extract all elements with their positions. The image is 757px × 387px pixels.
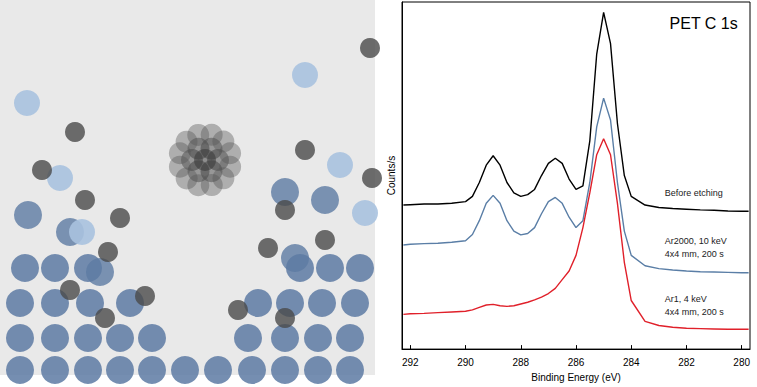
svg-text:4x4 mm, 200 s: 4x4 mm, 200 s bbox=[665, 249, 725, 259]
svg-text:Binding Energy (eV): Binding Energy (eV) bbox=[531, 372, 621, 383]
svg-text:Before etching: Before etching bbox=[665, 188, 723, 198]
svg-text:Ar1, 4 keV: Ar1, 4 keV bbox=[665, 294, 707, 304]
svg-text:290: 290 bbox=[457, 357, 474, 368]
svg-text:288: 288 bbox=[512, 357, 529, 368]
svg-text:284: 284 bbox=[623, 357, 640, 368]
svg-text:282: 282 bbox=[678, 357, 695, 368]
svg-text:PET C 1s: PET C 1s bbox=[670, 15, 738, 32]
svg-text:Ar2000, 10 keV: Ar2000, 10 keV bbox=[665, 236, 727, 246]
svg-text:286: 286 bbox=[568, 357, 585, 368]
svg-text:4x4 mm, 200 s: 4x4 mm, 200 s bbox=[665, 307, 725, 317]
svg-text:Counts/s: Counts/s bbox=[386, 156, 397, 195]
svg-text:280: 280 bbox=[733, 357, 750, 368]
svg-text:292: 292 bbox=[402, 357, 419, 368]
